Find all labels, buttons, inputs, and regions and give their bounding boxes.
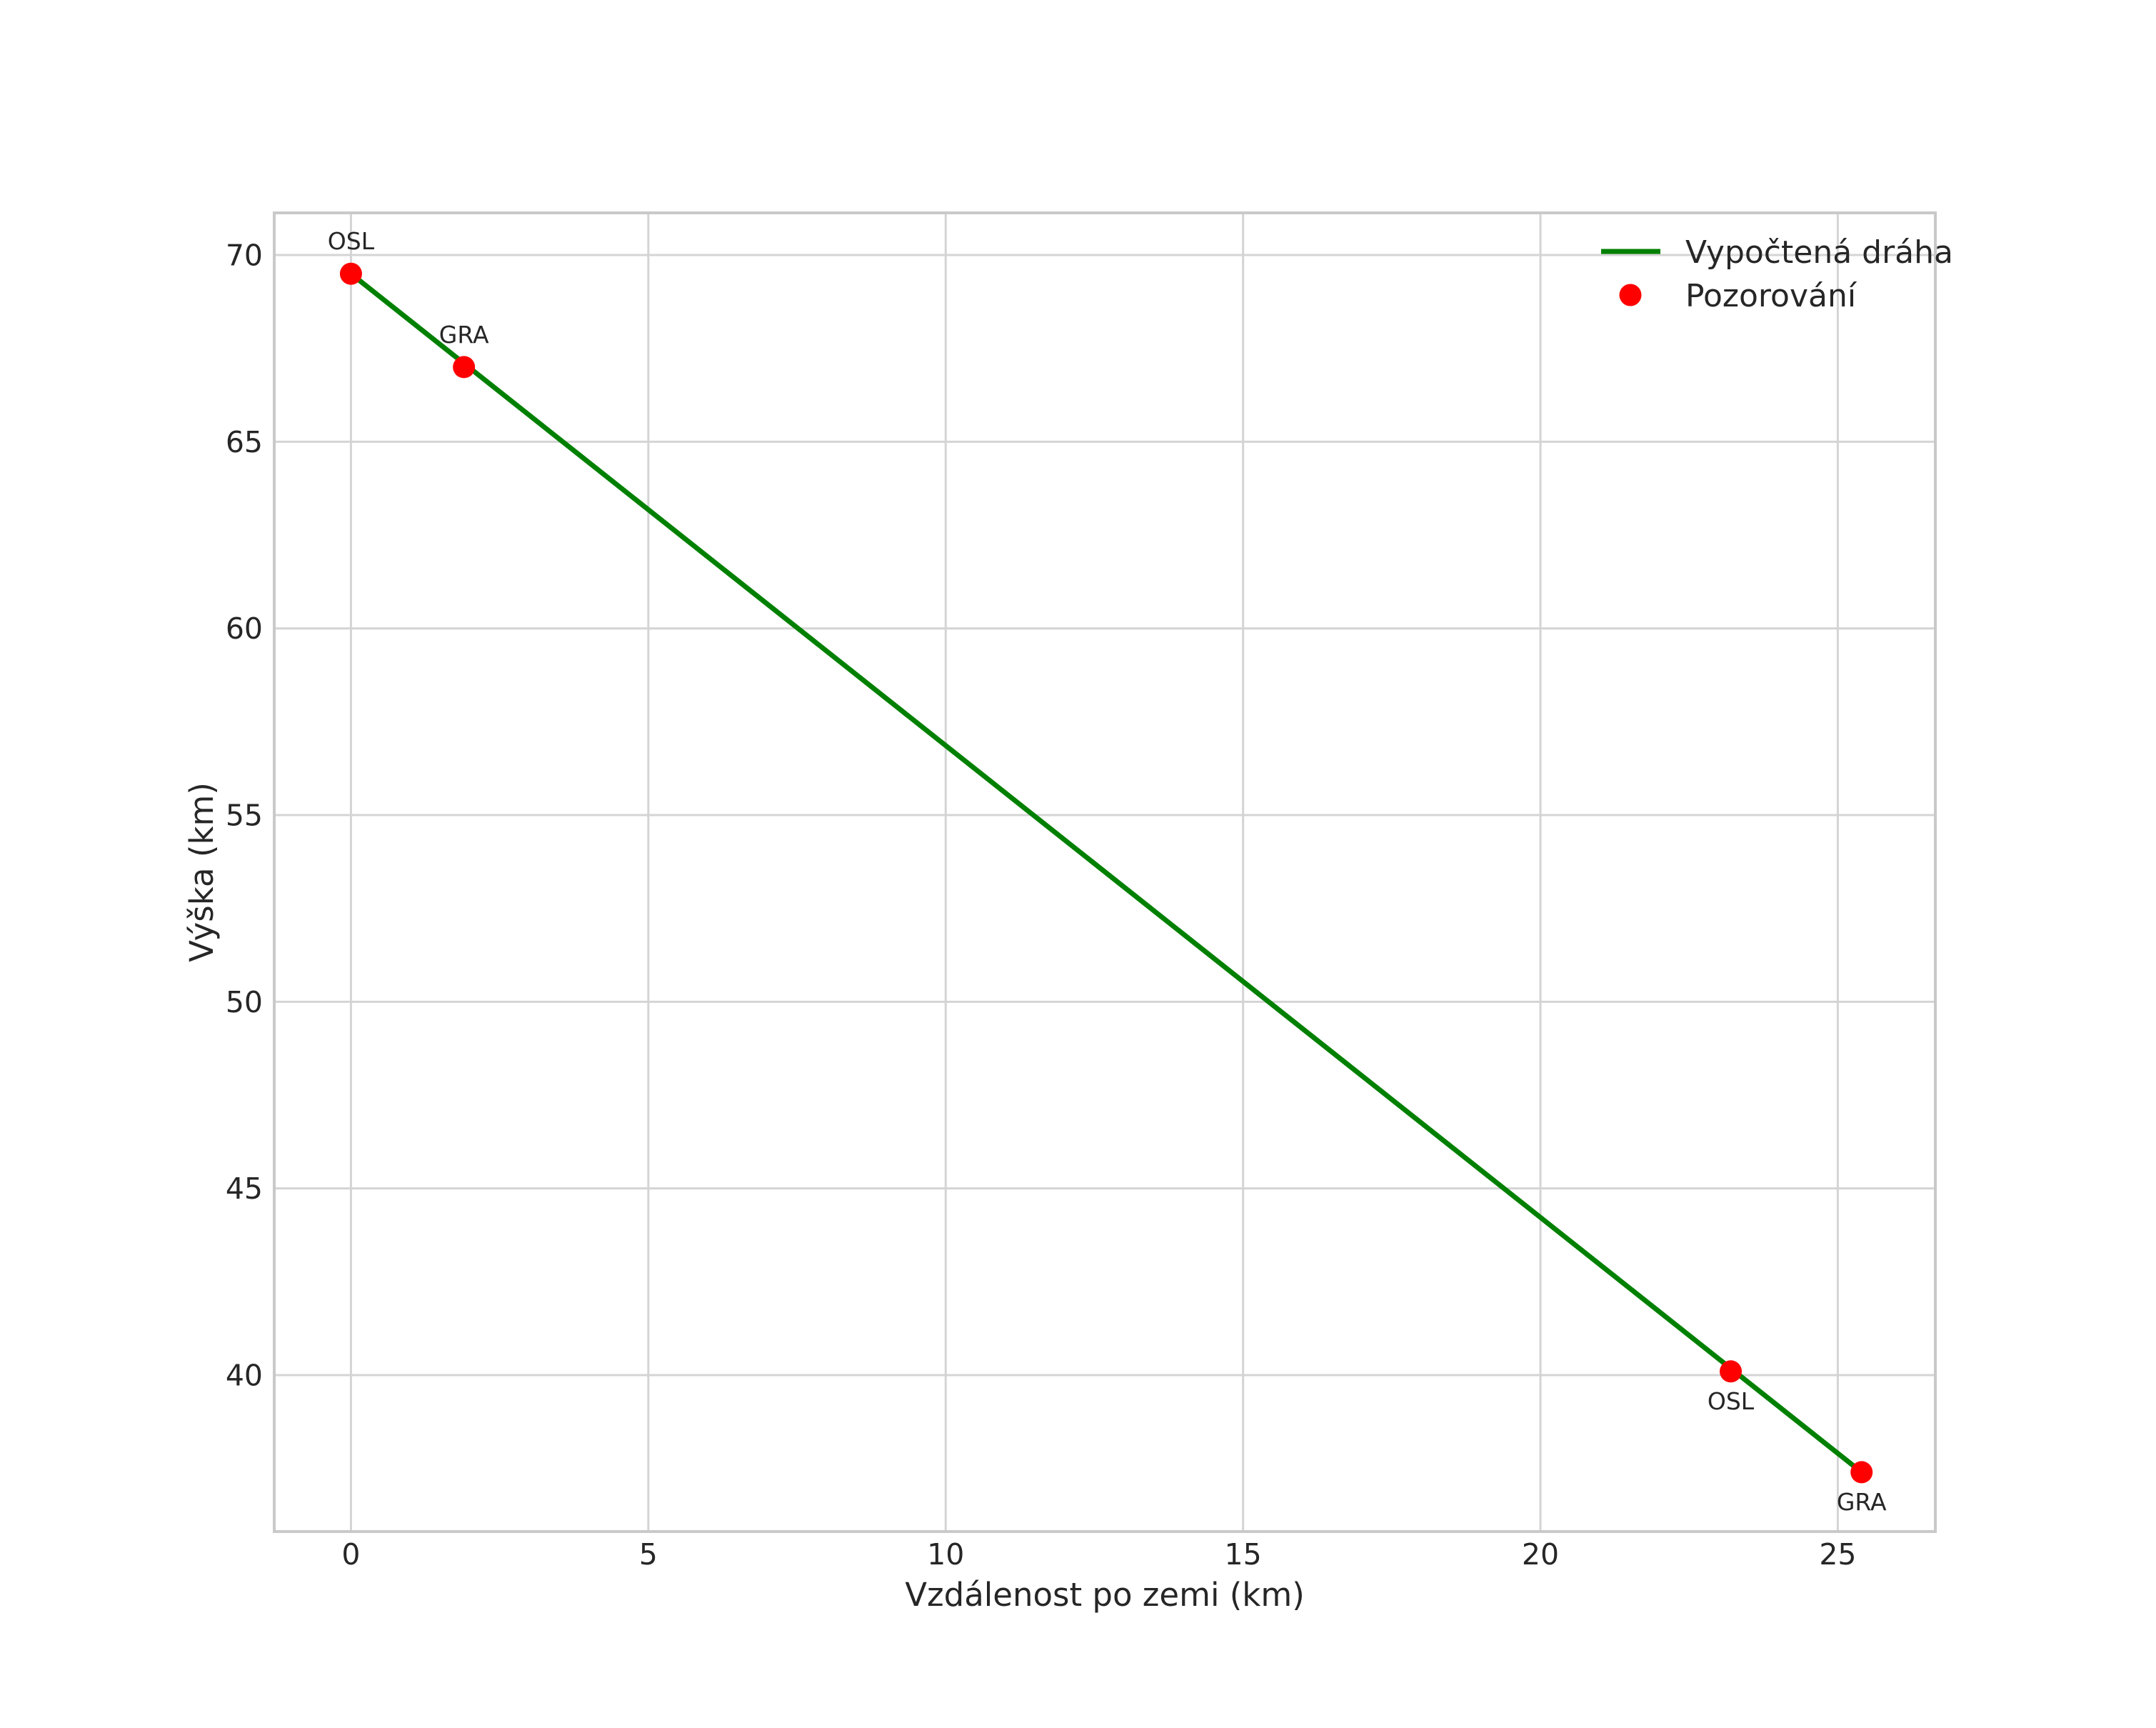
point-label: GRA <box>1837 1488 1887 1516</box>
point-label: GRA <box>439 321 489 349</box>
series-layer <box>339 262 1873 1484</box>
legend: Vypočtená dráha Pozorování <box>1601 234 1953 314</box>
x-axis-title: Vzdálenost po zemi (km) <box>905 1576 1305 1614</box>
legend-label-observations: Pozorování <box>1685 278 1857 314</box>
tick-layer: 0 5 10 15 20 25 40 45 50 55 60 65 70 <box>226 239 1857 1572</box>
y-tick-label: 65 <box>226 425 263 459</box>
x-tick-label: 20 <box>1522 1537 1559 1572</box>
y-tick-label: 45 <box>226 1172 263 1206</box>
annotation-layer: OSL GRA OSL GRA <box>328 227 1887 1516</box>
point-label: OSL <box>1708 1387 1755 1415</box>
y-tick-label: 70 <box>226 239 263 273</box>
x-tick-label: 15 <box>1225 1537 1262 1572</box>
observation-point <box>1850 1461 1873 1484</box>
plot-border <box>273 211 1937 1533</box>
y-tick-label: 50 <box>226 985 263 1019</box>
trajectory-line <box>348 271 1865 1475</box>
observation-point <box>453 356 476 379</box>
legend-label-trajectory: Vypočtená dráha <box>1685 234 1953 271</box>
x-tick-label: 0 <box>341 1537 360 1572</box>
legend-marker-sample-icon <box>1619 284 1642 306</box>
observation-point <box>339 262 362 285</box>
y-axis-title: Výška (km) <box>183 782 221 962</box>
x-tick-label: 10 <box>927 1537 964 1572</box>
y-tick-label: 40 <box>226 1359 263 1393</box>
observation-point <box>1720 1360 1743 1383</box>
point-label: OSL <box>328 227 375 255</box>
grid-layer <box>274 213 1935 1532</box>
x-tick-label: 5 <box>639 1537 658 1572</box>
x-tick-label: 25 <box>1819 1537 1856 1572</box>
y-tick-label: 60 <box>226 611 263 646</box>
y-tick-label: 55 <box>226 799 263 833</box>
